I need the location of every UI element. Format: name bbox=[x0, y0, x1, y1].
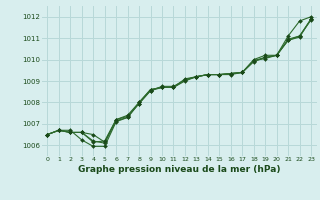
X-axis label: Graphe pression niveau de la mer (hPa): Graphe pression niveau de la mer (hPa) bbox=[78, 165, 280, 174]
